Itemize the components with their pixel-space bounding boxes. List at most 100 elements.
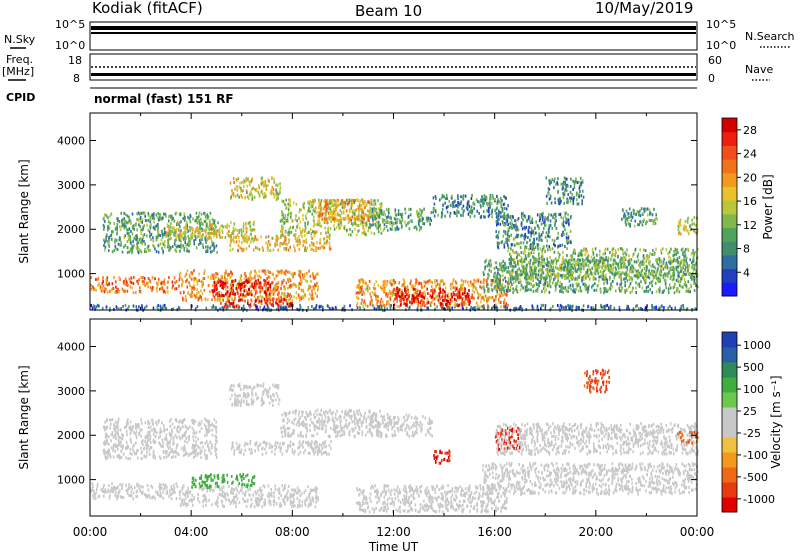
power-panel-cell — [155, 238, 158, 242]
power-panel-cell — [636, 269, 638, 273]
power-panel-cell — [541, 290, 543, 294]
power-panel-cell — [466, 296, 469, 299]
power-panel-cell — [319, 238, 322, 241]
power-panel-cell — [232, 279, 234, 283]
power-panel-cell — [305, 226, 307, 230]
power-panel-cell — [395, 293, 397, 297]
power-panel-cell — [229, 288, 231, 292]
power-panel-cell — [410, 284, 413, 288]
power-panel-cell — [260, 235, 262, 239]
power-panel-cell — [463, 303, 465, 306]
power-panel-cell — [528, 261, 530, 264]
power-panel-cell — [694, 281, 696, 285]
power-panel-cell — [592, 272, 594, 276]
power-panel-cell — [420, 304, 423, 308]
power-panel-cell — [442, 282, 445, 286]
power-panel-cell — [628, 259, 630, 263]
power-panel-cell — [315, 246, 317, 249]
power-panel-cell — [383, 290, 385, 294]
power-panel-cell — [399, 291, 402, 295]
power-panel-cell — [116, 288, 119, 292]
power-panel-cell — [283, 293, 285, 297]
power-panel-cell — [493, 280, 496, 284]
power-panel-cell — [557, 258, 560, 262]
power-panel-cell — [272, 292, 275, 296]
power-panel-cell — [377, 211, 379, 215]
power-panel-cell — [285, 247, 288, 250]
power-panel-cell — [275, 282, 277, 286]
power-panel-cell — [335, 202, 338, 206]
power-panel-cell — [442, 304, 444, 308]
power-panel-cell — [250, 299, 253, 303]
power-panel-cell — [240, 282, 242, 286]
power-panel-cell — [529, 268, 531, 272]
power-panel-cell — [468, 298, 471, 302]
power-panel-cell — [402, 283, 405, 287]
power-panel-cell — [298, 238, 301, 242]
power-panel-cell — [557, 304, 559, 307]
power-panel-cell — [230, 221, 232, 225]
power-panel-cell — [577, 282, 580, 286]
power-panel-cell — [185, 272, 188, 276]
power-panel-cell — [124, 243, 127, 247]
power-panel-cell — [102, 280, 104, 284]
power-panel-cell — [532, 306, 535, 310]
power-panel-cell — [422, 300, 424, 304]
power-panel-cell — [603, 305, 606, 308]
power-panel-cell — [121, 287, 124, 291]
power-panel-cell — [190, 277, 193, 281]
power-panel-cell — [239, 293, 242, 297]
power-panel-cell — [599, 288, 602, 292]
power-panel-cell — [304, 228, 306, 232]
power-panel-cell — [577, 254, 580, 258]
power-panel-cell — [218, 278, 220, 282]
power-panel-cell — [229, 238, 232, 242]
power-panel-cell — [423, 280, 426, 284]
power-panel-cell — [259, 276, 262, 280]
power-panel-cell — [196, 235, 199, 239]
power-panel-cell — [181, 234, 183, 238]
power-panel-cell — [467, 295, 470, 298]
power-panel-cell — [186, 220, 188, 224]
power-panel-cell — [309, 286, 311, 290]
nsky-axis-hi: 10^5 — [55, 18, 85, 31]
power-panel-cell — [285, 306, 288, 310]
power-panel-cell — [182, 244, 184, 248]
power-panel-cell — [191, 231, 194, 235]
power-panel-cell — [480, 296, 483, 300]
power-panel-cell — [177, 235, 180, 239]
power-panel-cell — [146, 282, 148, 286]
power-panel-cell — [489, 259, 492, 263]
power-panel-cell — [141, 228, 143, 232]
power-panel-cell — [103, 225, 105, 229]
power-panel-cell — [313, 215, 315, 219]
power-panel-cell — [297, 237, 299, 241]
power-panel-cell — [237, 282, 239, 286]
power-panel-cell — [563, 266, 565, 270]
power-panel-cell — [416, 227, 418, 231]
power-panel-cell — [232, 292, 235, 296]
power-panel-cell — [140, 228, 142, 232]
power-panel-cell — [519, 280, 522, 284]
power-panel-cell — [666, 266, 668, 270]
power-panel-cell — [379, 300, 382, 304]
power-panel-cell — [446, 306, 449, 310]
power-panel-cell — [523, 257, 526, 261]
power-panel-cell — [607, 256, 610, 260]
power-panel-cell — [364, 200, 366, 204]
power-panel-cell — [315, 272, 318, 276]
power-panel-cell — [254, 246, 257, 249]
power-panel-cell — [247, 299, 249, 303]
power-panel-cell — [246, 195, 249, 199]
power-panel-cell — [361, 293, 363, 296]
power-panel-cell — [422, 303, 424, 307]
power-panel-cell — [677, 265, 679, 269]
power-panel-cell — [502, 293, 504, 297]
power-panel-cell — [385, 292, 387, 296]
power-panel-cell — [305, 249, 307, 253]
power-panel-cell — [116, 229, 119, 233]
power-panel-cell — [594, 282, 596, 286]
power-panel-cell — [529, 252, 531, 256]
power-panel-cell — [509, 270, 511, 274]
power-panel-cell — [624, 272, 626, 276]
